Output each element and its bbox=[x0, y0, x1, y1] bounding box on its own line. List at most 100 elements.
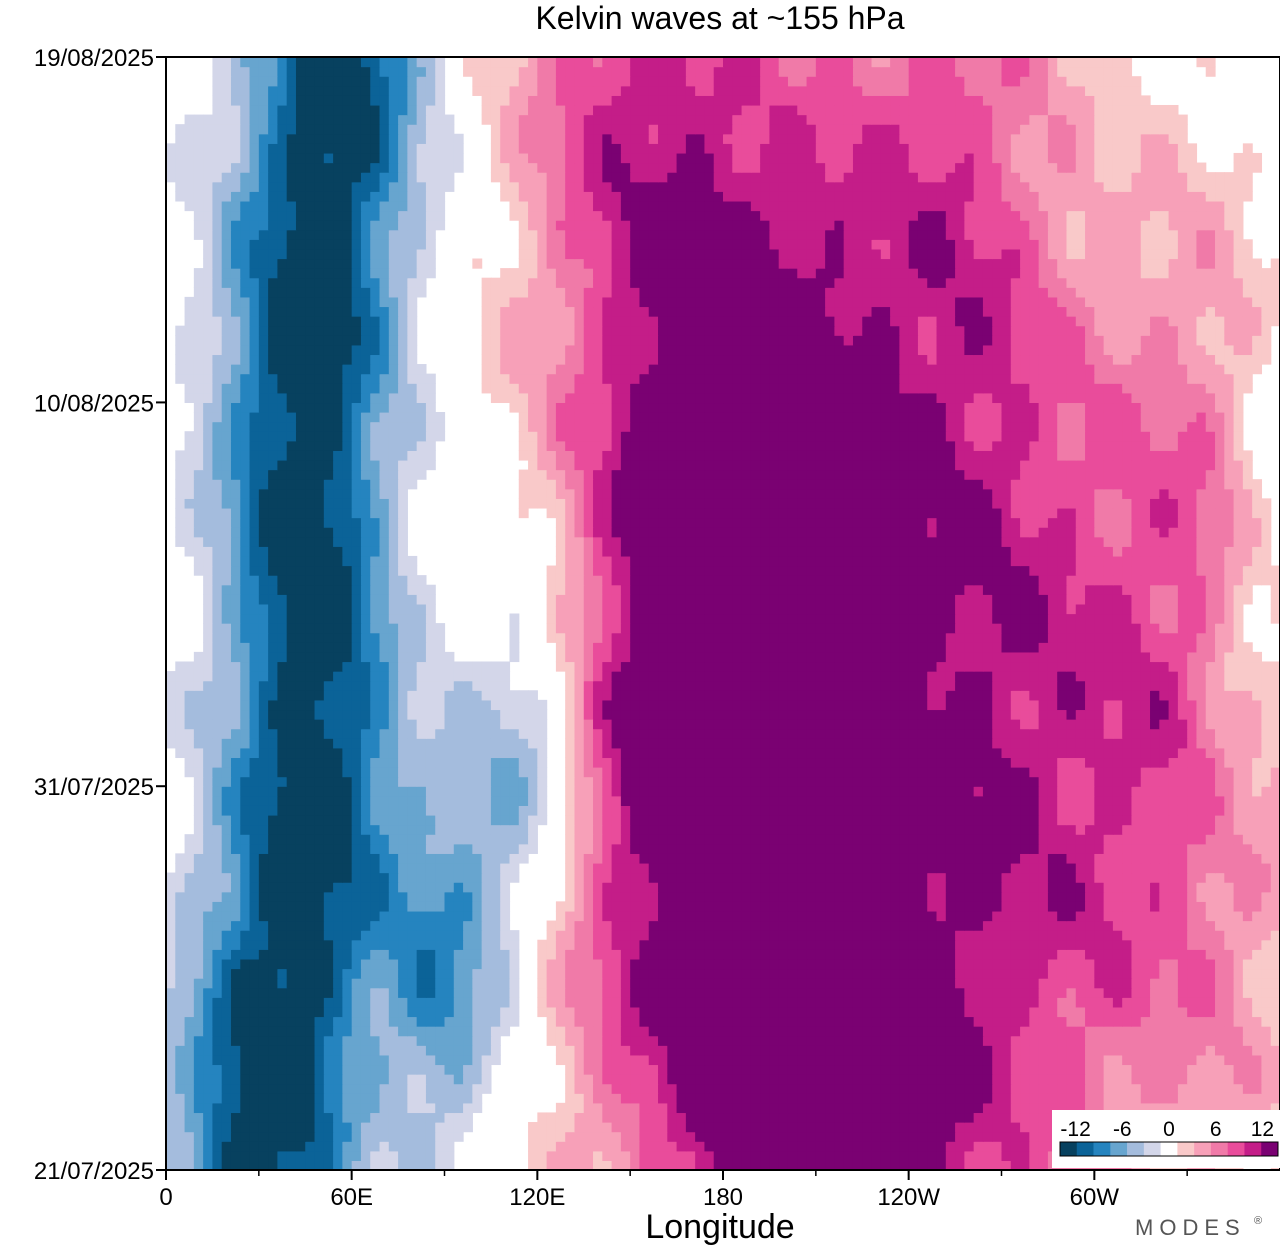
field-cell bbox=[555, 958, 566, 970]
field-cell bbox=[732, 853, 743, 864]
field-cell bbox=[778, 891, 789, 902]
field-cell bbox=[370, 891, 381, 902]
field-cell bbox=[472, 997, 483, 1008]
field-cell bbox=[1057, 814, 1068, 826]
field-cell bbox=[277, 862, 288, 874]
field-cell bbox=[1047, 891, 1058, 902]
field-cell bbox=[1075, 949, 1086, 960]
field-cell bbox=[184, 920, 195, 931]
field-cell bbox=[602, 767, 613, 778]
field-cell bbox=[1010, 853, 1021, 864]
field-cell bbox=[203, 747, 214, 759]
field-cell bbox=[611, 757, 622, 768]
field-cell bbox=[481, 834, 492, 845]
field-cell bbox=[1001, 862, 1012, 874]
field-cell bbox=[852, 824, 863, 835]
field-cell bbox=[1001, 1016, 1012, 1027]
field-cell bbox=[388, 987, 399, 998]
field-cell bbox=[611, 795, 622, 806]
field-cell bbox=[1057, 978, 1068, 989]
field-cell bbox=[899, 910, 910, 922]
field-cell bbox=[611, 1150, 622, 1161]
field-cell bbox=[890, 1074, 900, 1085]
field-cell bbox=[240, 1074, 251, 1085]
field-cell bbox=[630, 1083, 641, 1094]
field-cell bbox=[472, 920, 483, 931]
field-cell bbox=[1038, 987, 1049, 998]
field-cell bbox=[964, 901, 975, 912]
field-cell bbox=[1187, 1093, 1198, 1104]
field-cell bbox=[778, 776, 789, 787]
field-cell bbox=[286, 997, 297, 1008]
field-cell bbox=[490, 767, 501, 778]
field-cell bbox=[490, 1045, 501, 1056]
field-cell bbox=[1057, 824, 1068, 835]
field-cell bbox=[481, 824, 492, 835]
field-cell bbox=[992, 987, 1003, 998]
field-cell bbox=[862, 949, 873, 960]
field-cell bbox=[1205, 1026, 1216, 1037]
field-cell bbox=[834, 997, 845, 1008]
field-cell bbox=[787, 1160, 798, 1170]
field-cell bbox=[333, 853, 343, 864]
field-cell bbox=[1057, 776, 1068, 787]
field-cell bbox=[1029, 987, 1040, 998]
field-cell bbox=[1057, 1102, 1068, 1114]
field-cell bbox=[945, 1074, 956, 1085]
field-cell bbox=[1010, 786, 1021, 797]
field-cell bbox=[1094, 843, 1105, 854]
field-cell bbox=[852, 1006, 863, 1018]
field-cell bbox=[184, 862, 195, 874]
field-cell bbox=[927, 834, 938, 845]
field-cell bbox=[416, 910, 427, 922]
field-cell bbox=[992, 1160, 1003, 1170]
field-cell bbox=[453, 862, 464, 874]
field-cell bbox=[1270, 1045, 1280, 1056]
field-cell bbox=[667, 891, 678, 902]
field-cell bbox=[602, 1141, 613, 1152]
field-cell bbox=[880, 862, 891, 874]
field-cell bbox=[1010, 1035, 1021, 1046]
field-cell bbox=[890, 805, 900, 816]
field-cell bbox=[416, 1045, 427, 1056]
field-cell bbox=[574, 949, 585, 960]
field-cell bbox=[1187, 1102, 1198, 1114]
field-cell bbox=[398, 891, 408, 902]
field-cell bbox=[1187, 987, 1198, 998]
field-cell bbox=[379, 1160, 390, 1170]
field-cell bbox=[453, 997, 464, 1008]
field-cell bbox=[305, 1006, 316, 1018]
field-cell bbox=[611, 882, 622, 893]
field-cell bbox=[648, 757, 659, 768]
field-cell bbox=[1150, 1064, 1160, 1075]
field-cell bbox=[490, 1026, 501, 1037]
field-cell bbox=[295, 939, 306, 950]
field-cell bbox=[203, 834, 214, 845]
field-cell bbox=[388, 1064, 399, 1075]
field-cell bbox=[955, 814, 965, 826]
field-cell bbox=[537, 757, 548, 768]
field-cell bbox=[379, 1045, 390, 1056]
field-cell bbox=[1215, 1083, 1225, 1094]
field-cell bbox=[1150, 939, 1160, 950]
field-cell bbox=[1252, 853, 1263, 864]
field-cell bbox=[1233, 1074, 1244, 1085]
field-cell bbox=[741, 1045, 752, 1056]
field-cell bbox=[778, 1122, 789, 1133]
field-cell bbox=[351, 930, 362, 941]
field-cell bbox=[453, 1131, 464, 1142]
field-cell bbox=[286, 872, 297, 883]
field-cell bbox=[806, 1141, 817, 1152]
field-cell bbox=[388, 882, 399, 893]
field-cell bbox=[360, 1112, 371, 1123]
field-cell bbox=[388, 862, 399, 874]
field-cell bbox=[630, 978, 641, 989]
field-cell bbox=[1112, 968, 1123, 979]
field-cell bbox=[982, 805, 993, 816]
field-cell bbox=[927, 824, 938, 835]
field-cell bbox=[871, 1035, 882, 1046]
field-cell bbox=[574, 1102, 585, 1114]
field-cell bbox=[1224, 939, 1235, 950]
field-cell bbox=[676, 862, 687, 874]
field-cell bbox=[370, 1035, 381, 1046]
